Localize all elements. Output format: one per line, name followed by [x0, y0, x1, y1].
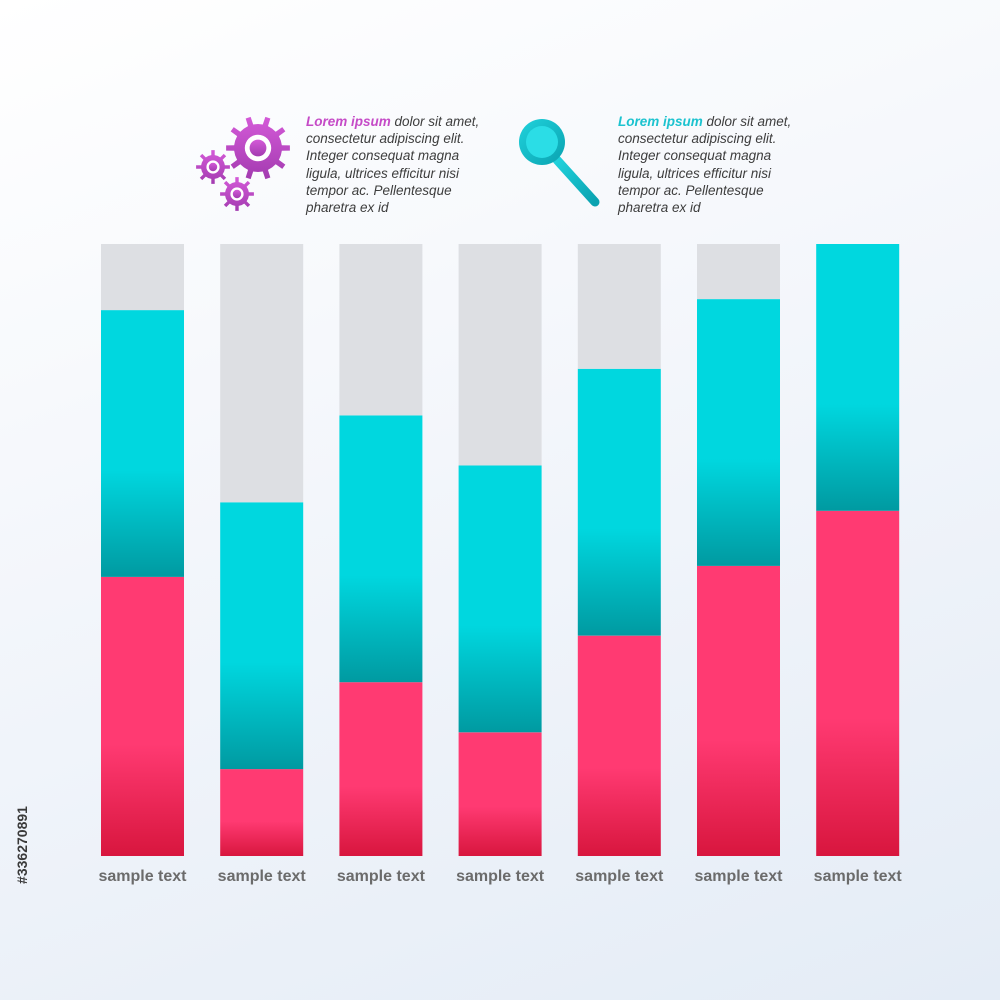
- legend-line: dolor sit amet,: [702, 114, 792, 129]
- bar-segment-1-series-1: [101, 576, 184, 856]
- bar-segment-5-series-3: [577, 244, 661, 369]
- bar-segment-6-series-1: [697, 565, 780, 856]
- legend-line: ligula, ultrices efficitur nisi: [618, 165, 772, 181]
- legend-line: Integer consequat magna: [618, 148, 772, 164]
- bar-segment-4-series-3: [458, 244, 542, 466]
- legend-line: pharetra ex id: [618, 200, 701, 216]
- magnifier-icon: [519, 119, 600, 207]
- legend-line: dolor sit amet,: [390, 114, 480, 129]
- bar-segment-2-series-3: [220, 244, 304, 503]
- bar-segment-5-series-2: [577, 368, 661, 636]
- bar-segment-4-series-1: [458, 732, 542, 856]
- category-label-3: sample text: [337, 868, 426, 885]
- legend-line: tempor ac. Pellentesque: [306, 182, 452, 198]
- category-label-7: sample text: [814, 868, 903, 885]
- bar-segment-2-series-1: [220, 769, 304, 856]
- legend-lead-1: Lorem ipsum: [306, 114, 391, 129]
- bar-segment-3-series-1: [339, 682, 423, 856]
- category-label-4: sample text: [456, 868, 545, 885]
- legend-text-1: Lorem ipsum dolor sit amet, consectetur …: [306, 113, 521, 216]
- legend-line: ligula, ultrices efficitur nisi: [306, 165, 460, 181]
- legend-line: tempor ac. Pellentesque: [618, 182, 764, 198]
- category-label-6: sample text: [694, 868, 783, 885]
- bar-segment-7-series-1: [816, 510, 900, 856]
- bar-segment-1-series-3: [101, 244, 184, 311]
- bar-segment-6-series-3: [697, 244, 780, 300]
- category-label-1: sample text: [98, 868, 187, 885]
- stock-id-text: #336270891: [14, 806, 30, 884]
- legend-line: consectetur adipiscing elit.: [618, 131, 777, 147]
- bar-segment-5-series-1: [577, 635, 661, 856]
- bar-segment-3-series-2: [339, 415, 423, 683]
- legend-line: Integer consequat magna: [306, 148, 460, 164]
- stock-id-label: #336270891: [12, 765, 32, 925]
- bar-segment-1-series-2: [101, 310, 184, 577]
- bar-segment-4-series-2: [458, 465, 542, 733]
- bar-segment-3-series-3: [339, 244, 423, 416]
- legend-lead-2: Lorem ipsum: [618, 114, 703, 129]
- category-label-2: sample text: [218, 868, 307, 885]
- bar-segment-6-series-2: [697, 299, 780, 566]
- legend-text-2: Lorem ipsum dolor sit amet, consectetur …: [618, 113, 833, 216]
- legend-line: consectetur adipiscing elit.: [306, 131, 465, 147]
- bar-segment-7-series-2: [816, 244, 900, 511]
- bar-segment-2-series-2: [220, 502, 304, 770]
- gears-icon: [196, 116, 290, 211]
- legend-line: pharetra ex id: [306, 200, 389, 216]
- category-label-5: sample text: [575, 868, 664, 885]
